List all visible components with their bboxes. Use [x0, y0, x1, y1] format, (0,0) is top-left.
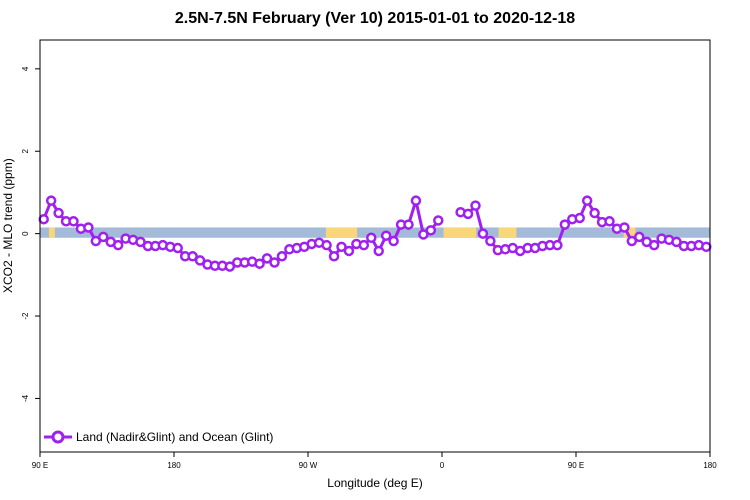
data-point-39 [328, 251, 340, 262]
data-point-21 [194, 255, 206, 266]
x-tick-label-1: 180 [167, 461, 181, 470]
data-point-44 [366, 232, 377, 244]
data-point-29 [254, 258, 265, 269]
y-axis-label: XCO2 - MLO trend (ppm) [1, 158, 15, 293]
x-tick-label-3: 0 [440, 461, 445, 470]
data-point-56 [470, 200, 481, 211]
data-point-53 [433, 215, 444, 226]
data-point-77 [626, 235, 638, 247]
y-tick-label-2: 0 [21, 231, 30, 236]
data-point-40 [336, 241, 347, 253]
x-tick-label-0: 90 E [32, 461, 48, 470]
data-point-1 [45, 195, 57, 206]
data-point-52 [425, 225, 437, 236]
data-point-31 [269, 257, 280, 268]
data-point-80 [648, 239, 660, 251]
data-point-68 [559, 219, 571, 230]
data-point-71 [581, 195, 593, 206]
data-point-0 [38, 213, 49, 225]
land-segment-3 [498, 227, 517, 238]
data-point-25 [224, 261, 236, 272]
data-point-49 [403, 219, 414, 230]
data-point-47 [388, 235, 399, 247]
y-tick-label-4: -4 [21, 394, 30, 402]
y-tick-label-1: 2 [21, 148, 30, 153]
data-point-20 [187, 251, 198, 262]
data-point-67 [552, 239, 563, 251]
land-segment-1 [325, 227, 358, 238]
x-tick-label-5: 180 [703, 461, 717, 470]
data-point-13 [135, 236, 146, 248]
data-point-70 [574, 212, 585, 224]
data-point-76 [619, 222, 630, 233]
legend-label: Land (Nadir&Glint) and Ocean (Glint) [76, 430, 274, 444]
y-tick-label-3: -2 [21, 312, 30, 320]
land-ocean-band [40, 227, 710, 238]
data-point-30 [261, 253, 273, 264]
ocean-band [40, 227, 710, 238]
data-point-51 [418, 229, 429, 240]
land-segment-2 [443, 227, 477, 238]
data-point-41 [343, 245, 355, 257]
data-point-83 [671, 236, 682, 248]
data-point-46 [380, 230, 392, 241]
data-point-43 [358, 239, 370, 251]
y-axis: 4 2 0 -2 -4 [21, 66, 40, 402]
x-axis-label: Longitude (deg E) [327, 476, 423, 490]
chart-title: 2.5N-7.5N February (Ver 10) 2015-01-01 t… [174, 10, 576, 27]
data-point-8 [98, 231, 109, 243]
data-point-10 [112, 239, 124, 251]
data-point-72 [589, 207, 600, 219]
data-point-74 [604, 216, 615, 227]
land-segment-0 [48, 227, 55, 238]
data-point-87 [701, 241, 712, 253]
data-point-50 [410, 195, 422, 206]
land-segment-4 [623, 227, 636, 238]
data-point-4 [68, 216, 79, 227]
plot-frame [39, 39, 711, 453]
data-point-38 [321, 239, 332, 251]
data-point-32 [276, 251, 288, 262]
data-point-18 [172, 242, 183, 254]
data-point-78 [634, 231, 645, 243]
data-point-7 [90, 235, 102, 247]
data-point-57 [477, 228, 489, 239]
legend-marker-icon [44, 430, 72, 444]
data-point-45 [373, 245, 384, 257]
x-axis: 90 E 180 90 W 0 90 E 180 [32, 452, 717, 470]
data-point-6 [83, 222, 94, 233]
data-point-55 [462, 208, 474, 220]
series-layer [38, 195, 712, 272]
legend: Land (Nadir&Glint) and Ocean (Glint) [44, 428, 273, 446]
data-point-58 [485, 235, 496, 247]
x-tick-label-4: 90 E [568, 461, 584, 470]
data-point-2 [53, 207, 64, 219]
x-tick-label-2: 90 W [299, 461, 318, 470]
y-tick-label-0: 4 [21, 66, 30, 71]
